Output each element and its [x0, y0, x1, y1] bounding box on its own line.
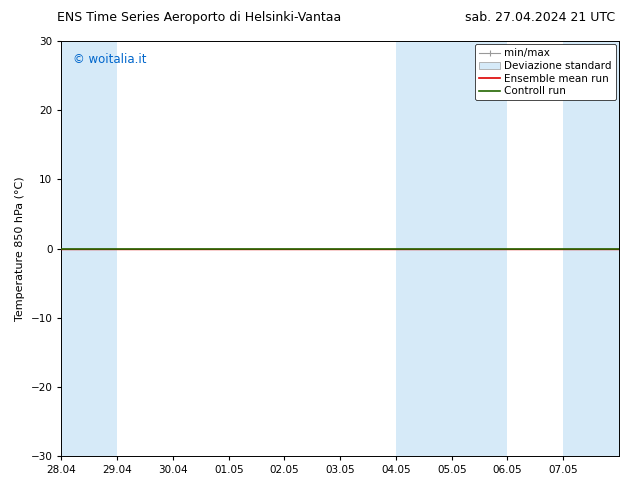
Legend: min/max, Deviazione standard, Ensemble mean run, Controll run: min/max, Deviazione standard, Ensemble m…	[475, 44, 616, 100]
Text: © woitalia.it: © woitalia.it	[73, 53, 146, 67]
Bar	[396, 41, 507, 456]
Bar	[563, 41, 619, 456]
Text: ENS Time Series Aeroporto di Helsinki-Vantaa: ENS Time Series Aeroporto di Helsinki-Va…	[57, 11, 341, 24]
Y-axis label: Temperature 850 hPa (°C): Temperature 850 hPa (°C)	[15, 176, 25, 321]
Bar	[61, 41, 117, 456]
Text: sab. 27.04.2024 21 UTC: sab. 27.04.2024 21 UTC	[465, 11, 615, 24]
